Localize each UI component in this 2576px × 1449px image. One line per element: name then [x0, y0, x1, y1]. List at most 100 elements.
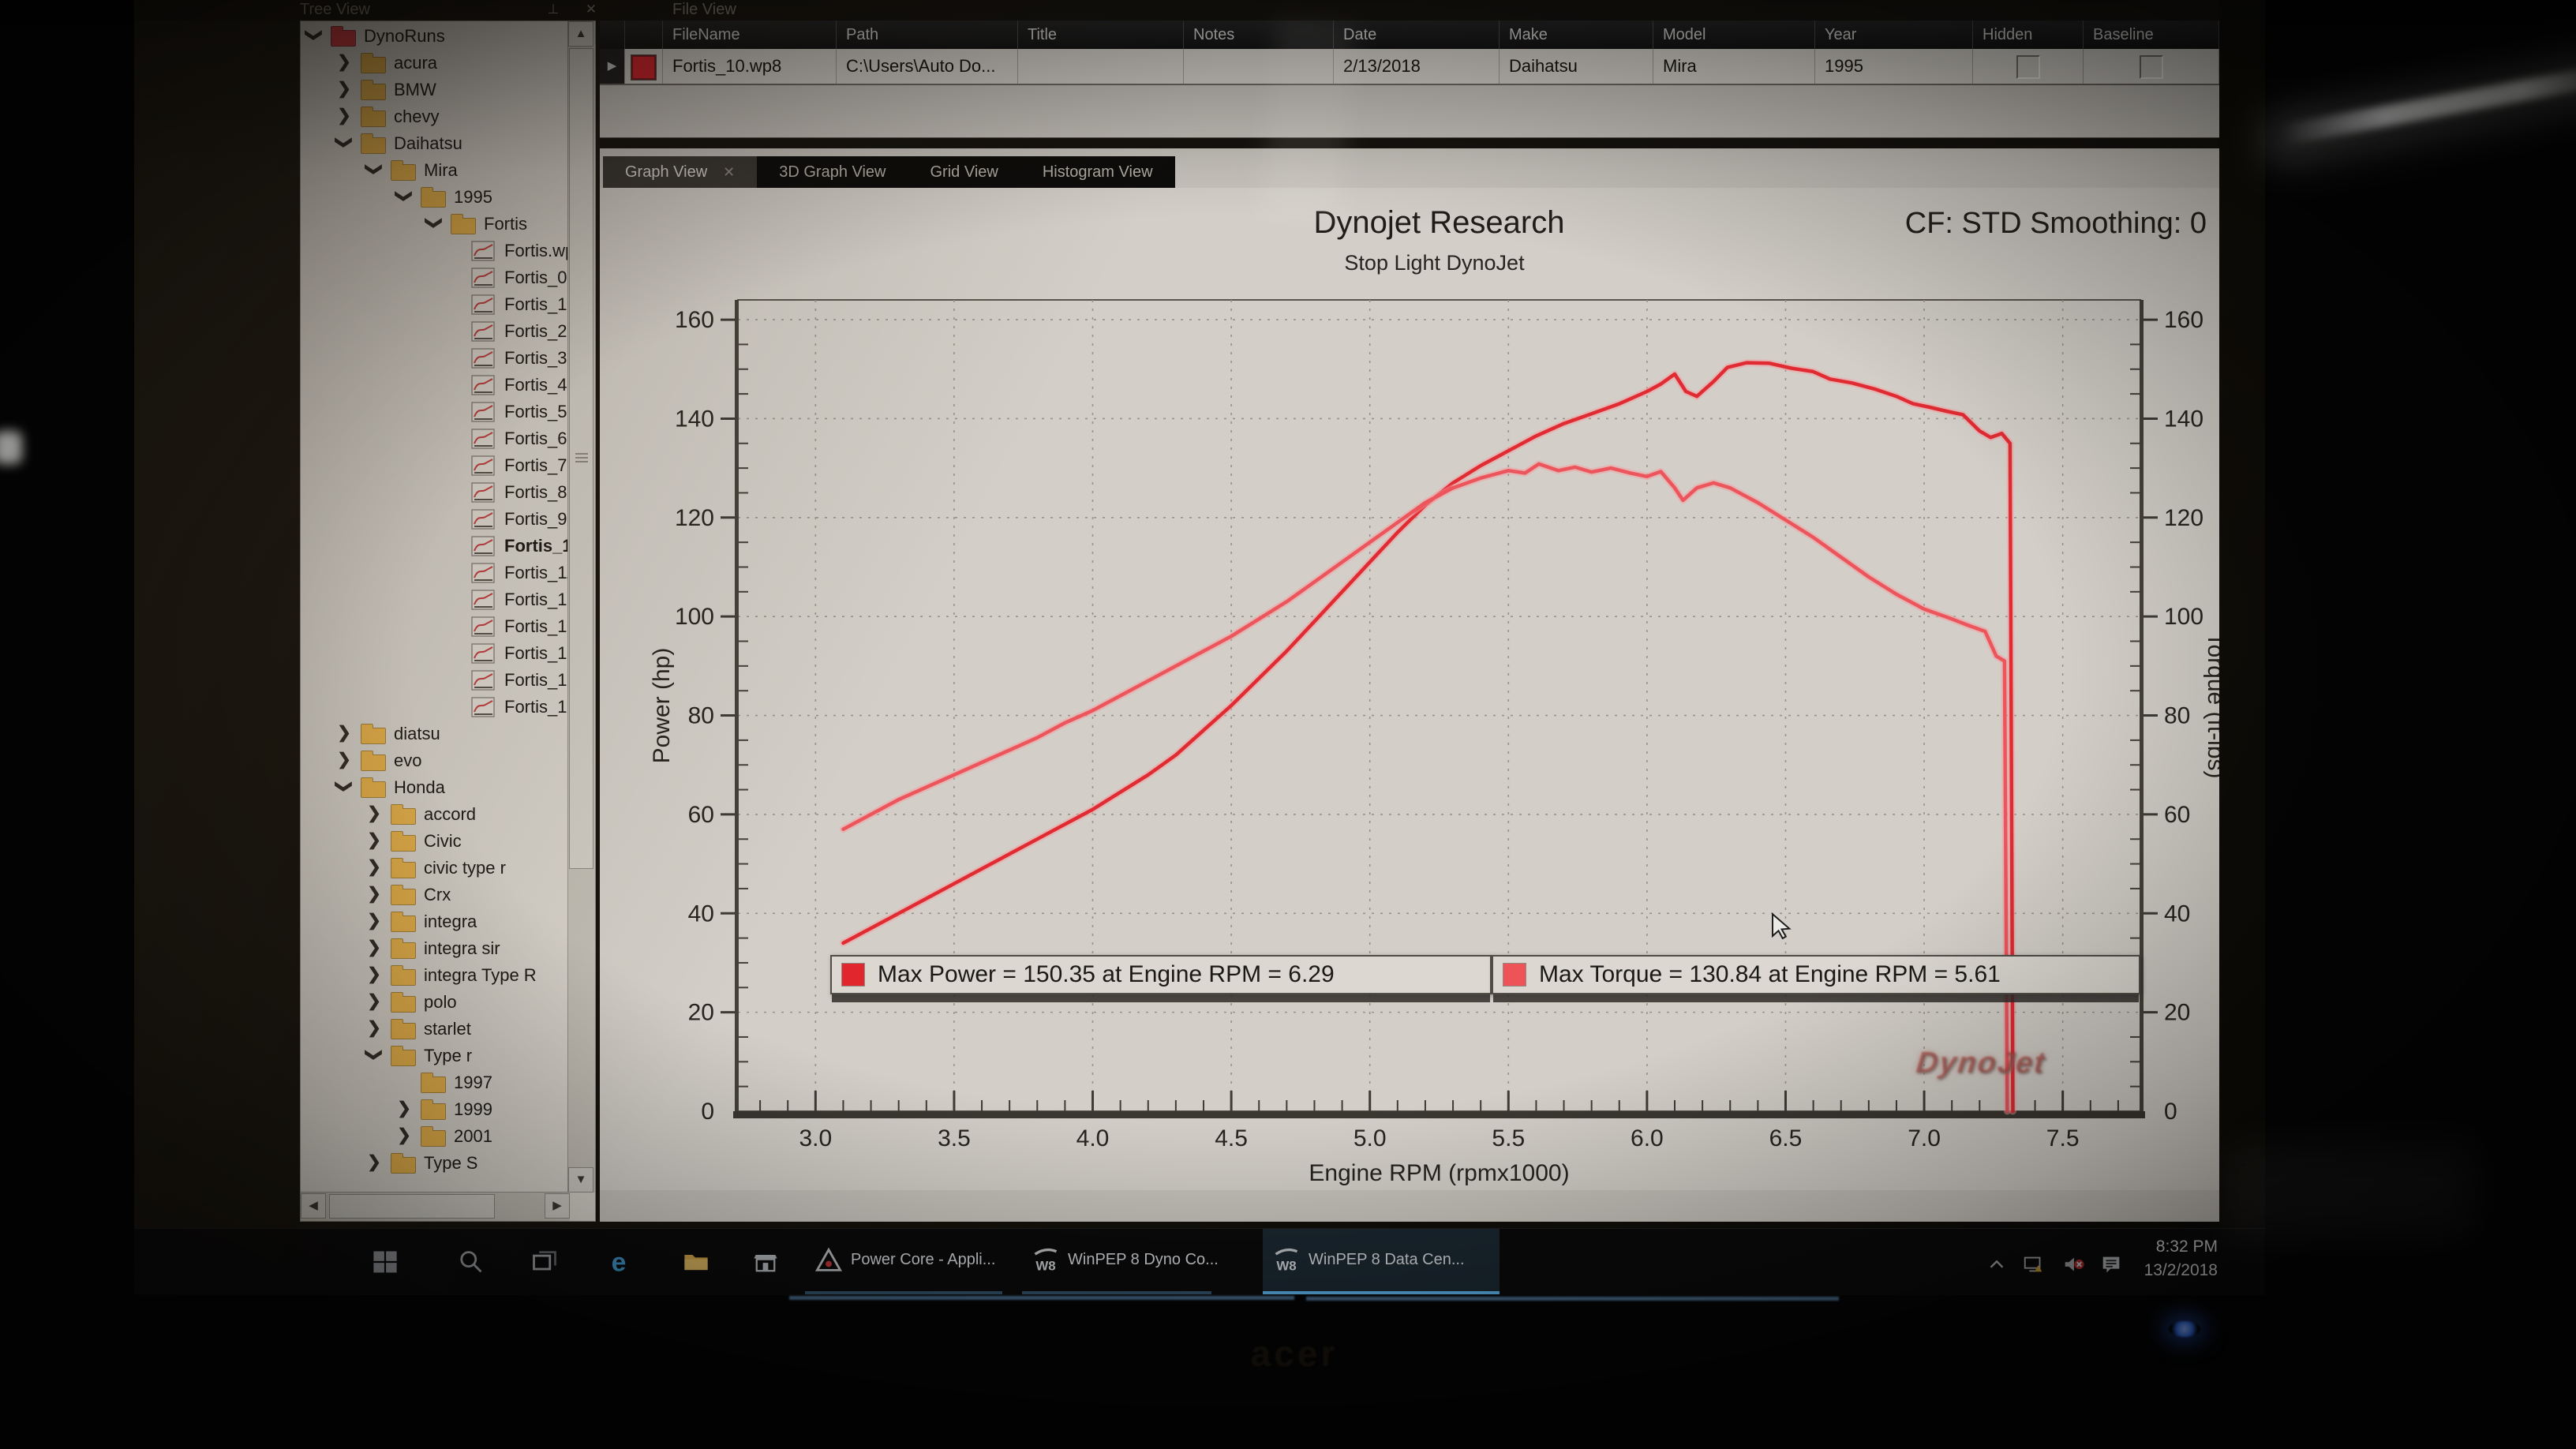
expand-chevron-icon[interactable]: ❯ — [337, 107, 351, 125]
tree-item-evo[interactable]: ❯ evo — [301, 747, 570, 774]
file-explorer-icon[interactable] — [682, 1248, 710, 1276]
scroll-left-icon[interactable]: ◀ — [301, 1193, 326, 1219]
tree-item-integra-type-r[interactable]: ❯ integra Type R — [301, 962, 570, 989]
pin-icon[interactable]: ⊥ — [547, 2, 560, 17]
row-cell-path[interactable]: C:\Users\Auto Do... — [837, 49, 1018, 84]
collapse-chevron-icon[interactable]: ❯ — [365, 1047, 384, 1062]
tree-item-fortis-11[interactable]: Fortis_11 — [301, 560, 570, 586]
scroll-right-icon[interactable]: ▶ — [545, 1193, 570, 1219]
collapse-chevron-icon[interactable]: ❯ — [305, 28, 324, 43]
baseline-checkbox[interactable] — [2139, 55, 2163, 79]
power-core-icon[interactable] — [814, 1246, 843, 1275]
expand-chevron-icon[interactable]: ❯ — [337, 53, 351, 71]
tree-item-type-r[interactable]: ❯ Type r — [301, 1043, 570, 1069]
collapse-chevron-icon[interactable]: ❯ — [365, 162, 384, 177]
tree-item-daihatsu[interactable]: ❯ Daihatsu — [301, 130, 570, 157]
tree-item-fortis-7[interactable]: Fortis_7. — [301, 452, 570, 479]
tree-item-starlet[interactable]: ❯ starlet — [301, 1016, 570, 1043]
column-header-make[interactable]: Make — [1500, 21, 1653, 49]
taskbar-button-winpep-8-dyno-co[interactable]: W8 WinPEP 8 Dyno Co... — [1022, 1229, 1219, 1294]
row-cell-year[interactable]: 1995 — [1815, 49, 1973, 84]
column-header-notes[interactable]: Notes — [1184, 21, 1334, 49]
expand-chevron-icon[interactable]: ❯ — [397, 1099, 411, 1118]
tree-item-civic-type-r[interactable]: ❯ civic type r — [301, 855, 570, 882]
column-header-baseline[interactable]: Baseline — [2084, 21, 2219, 49]
tree-item-integra-sir[interactable]: ❯ integra sir — [301, 935, 570, 962]
tree-item-fortis-0[interactable]: Fortis_0. — [301, 264, 570, 291]
tree-item-fortis[interactable]: ❯ Fortis — [301, 211, 570, 238]
column-header-hidden[interactable]: Hidden — [1973, 21, 2084, 49]
column-header-model[interactable]: Model — [1653, 21, 1815, 49]
scroll-up-icon[interactable]: ▲ — [568, 21, 593, 47]
expand-chevron-icon[interactable]: ❯ — [367, 885, 381, 903]
expand-chevron-icon[interactable]: ❯ — [367, 831, 381, 849]
windows-start-icon[interactable] — [371, 1248, 399, 1276]
tree-item-dynoruns[interactable]: ❯ DynoRuns — [301, 23, 570, 50]
column-header-year[interactable]: Year — [1815, 21, 1973, 49]
tree-item-fortis-13[interactable]: Fortis_13 — [301, 613, 570, 640]
row-cell-title[interactable] — [1018, 49, 1184, 84]
volume-muted-icon[interactable] — [2061, 1252, 2085, 1276]
row-cell-date[interactable]: 2/13/2018 — [1334, 49, 1500, 84]
tree-item-crx[interactable]: ❯ Crx — [301, 882, 570, 908]
row-cell-make[interactable]: Daihatsu — [1500, 49, 1653, 84]
tree-item-civic[interactable]: ❯ Civic — [301, 828, 570, 855]
tab-3d-graph-view[interactable]: 3D Graph View — [779, 163, 886, 181]
tree-item-mira[interactable]: ❯ Mira — [301, 157, 570, 184]
tree-item-diatsu[interactable]: ❯ diatsu — [301, 721, 570, 747]
winpep-icon[interactable]: W8 — [1272, 1246, 1301, 1275]
row-cell-model[interactable]: Mira — [1653, 49, 1815, 84]
expand-chevron-icon[interactable]: ❯ — [367, 938, 381, 957]
tree-item-fortis-14[interactable]: Fortis_14 — [301, 640, 570, 667]
tree-item-2001[interactable]: ❯ 2001 — [301, 1123, 570, 1150]
expand-chevron-icon[interactable]: ❯ — [367, 965, 381, 983]
expand-chevron-icon[interactable]: ❯ — [367, 1153, 381, 1171]
expand-chevron-icon[interactable]: ❯ — [337, 80, 351, 98]
task-view-icon[interactable] — [530, 1248, 559, 1276]
expand-chevron-icon[interactable]: ❯ — [367, 992, 381, 1010]
close-icon[interactable]: ✕ — [585, 2, 597, 17]
expand-chevron-icon[interactable]: ❯ — [337, 724, 351, 742]
tree-item-fortis-1[interactable]: Fortis_1 — [301, 533, 570, 560]
column-header-date[interactable]: Date — [1334, 21, 1500, 49]
expand-chevron-icon[interactable]: ❯ — [337, 751, 351, 769]
tree-item-fortis-12[interactable]: Fortis_12 — [301, 586, 570, 613]
tree-item-fortis-2[interactable]: Fortis_2. — [301, 318, 570, 345]
splitter[interactable] — [600, 137, 2219, 148]
column-header-filename[interactable]: FileName — [663, 21, 837, 49]
collapse-chevron-icon[interactable]: ❯ — [395, 189, 414, 204]
expand-chevron-icon[interactable]: ❯ — [367, 804, 381, 822]
collapse-chevron-icon[interactable]: ❯ — [335, 779, 354, 794]
tree-item-type-s[interactable]: ❯ Type S — [301, 1150, 570, 1177]
tree-item-fortis-8[interactable]: Fortis_8. — [301, 479, 570, 506]
scrollbar-thumb[interactable] — [329, 1194, 495, 1219]
file-table-row[interactable]: ▶ Fortis_10.wp8 C:\Users\Auto Do... 2/13/20… — [600, 49, 2219, 85]
tree-item-integra[interactable]: ❯ integra — [301, 908, 570, 935]
tab-histogram-view[interactable]: Histogram View — [1042, 163, 1153, 181]
tree-item-1997[interactable]: 1997 — [301, 1069, 570, 1096]
tree-item-fortis-4[interactable]: Fortis_4. — [301, 372, 570, 399]
edge-icon[interactable]: e — [605, 1247, 633, 1277]
tree-item-fortis-9[interactable]: Fortis_9. — [301, 506, 570, 533]
expand-chevron-icon[interactable]: ❯ — [367, 912, 381, 930]
scroll-down-icon[interactable]: ▼ — [568, 1167, 593, 1193]
column-header-title[interactable]: Title — [1018, 21, 1184, 49]
tree-item-accord[interactable]: ❯ accord — [301, 801, 570, 828]
search-icon[interactable] — [456, 1248, 485, 1276]
column-header-icon[interactable] — [625, 21, 663, 49]
column-header-path[interactable]: Path — [837, 21, 1018, 49]
tree-item-chevy[interactable]: ❯ chevy — [301, 103, 570, 130]
tree-item-fortis-5[interactable]: Fortis_5. — [301, 399, 570, 425]
collapse-chevron-icon[interactable]: ❯ — [425, 215, 444, 230]
chevron-up-icon[interactable] — [1985, 1252, 2009, 1276]
network-status-icon[interactable] — [2022, 1252, 2046, 1276]
tree-item-fortis-3[interactable]: Fortis_3. — [301, 345, 570, 372]
store-icon[interactable] — [751, 1248, 780, 1276]
row-cell-hidden[interactable] — [1973, 49, 2084, 84]
hidden-checkbox[interactable] — [2016, 55, 2040, 79]
expand-chevron-icon[interactable]: ❯ — [397, 1126, 411, 1144]
tree-item-acura[interactable]: ❯ acura — [301, 50, 570, 77]
tree-item-honda[interactable]: ❯ Honda — [301, 774, 570, 801]
tree-item-fortis-1[interactable]: Fortis_1. — [301, 291, 570, 318]
tree-horizontal-scrollbar[interactable]: ◀ ▶ — [301, 1192, 570, 1221]
